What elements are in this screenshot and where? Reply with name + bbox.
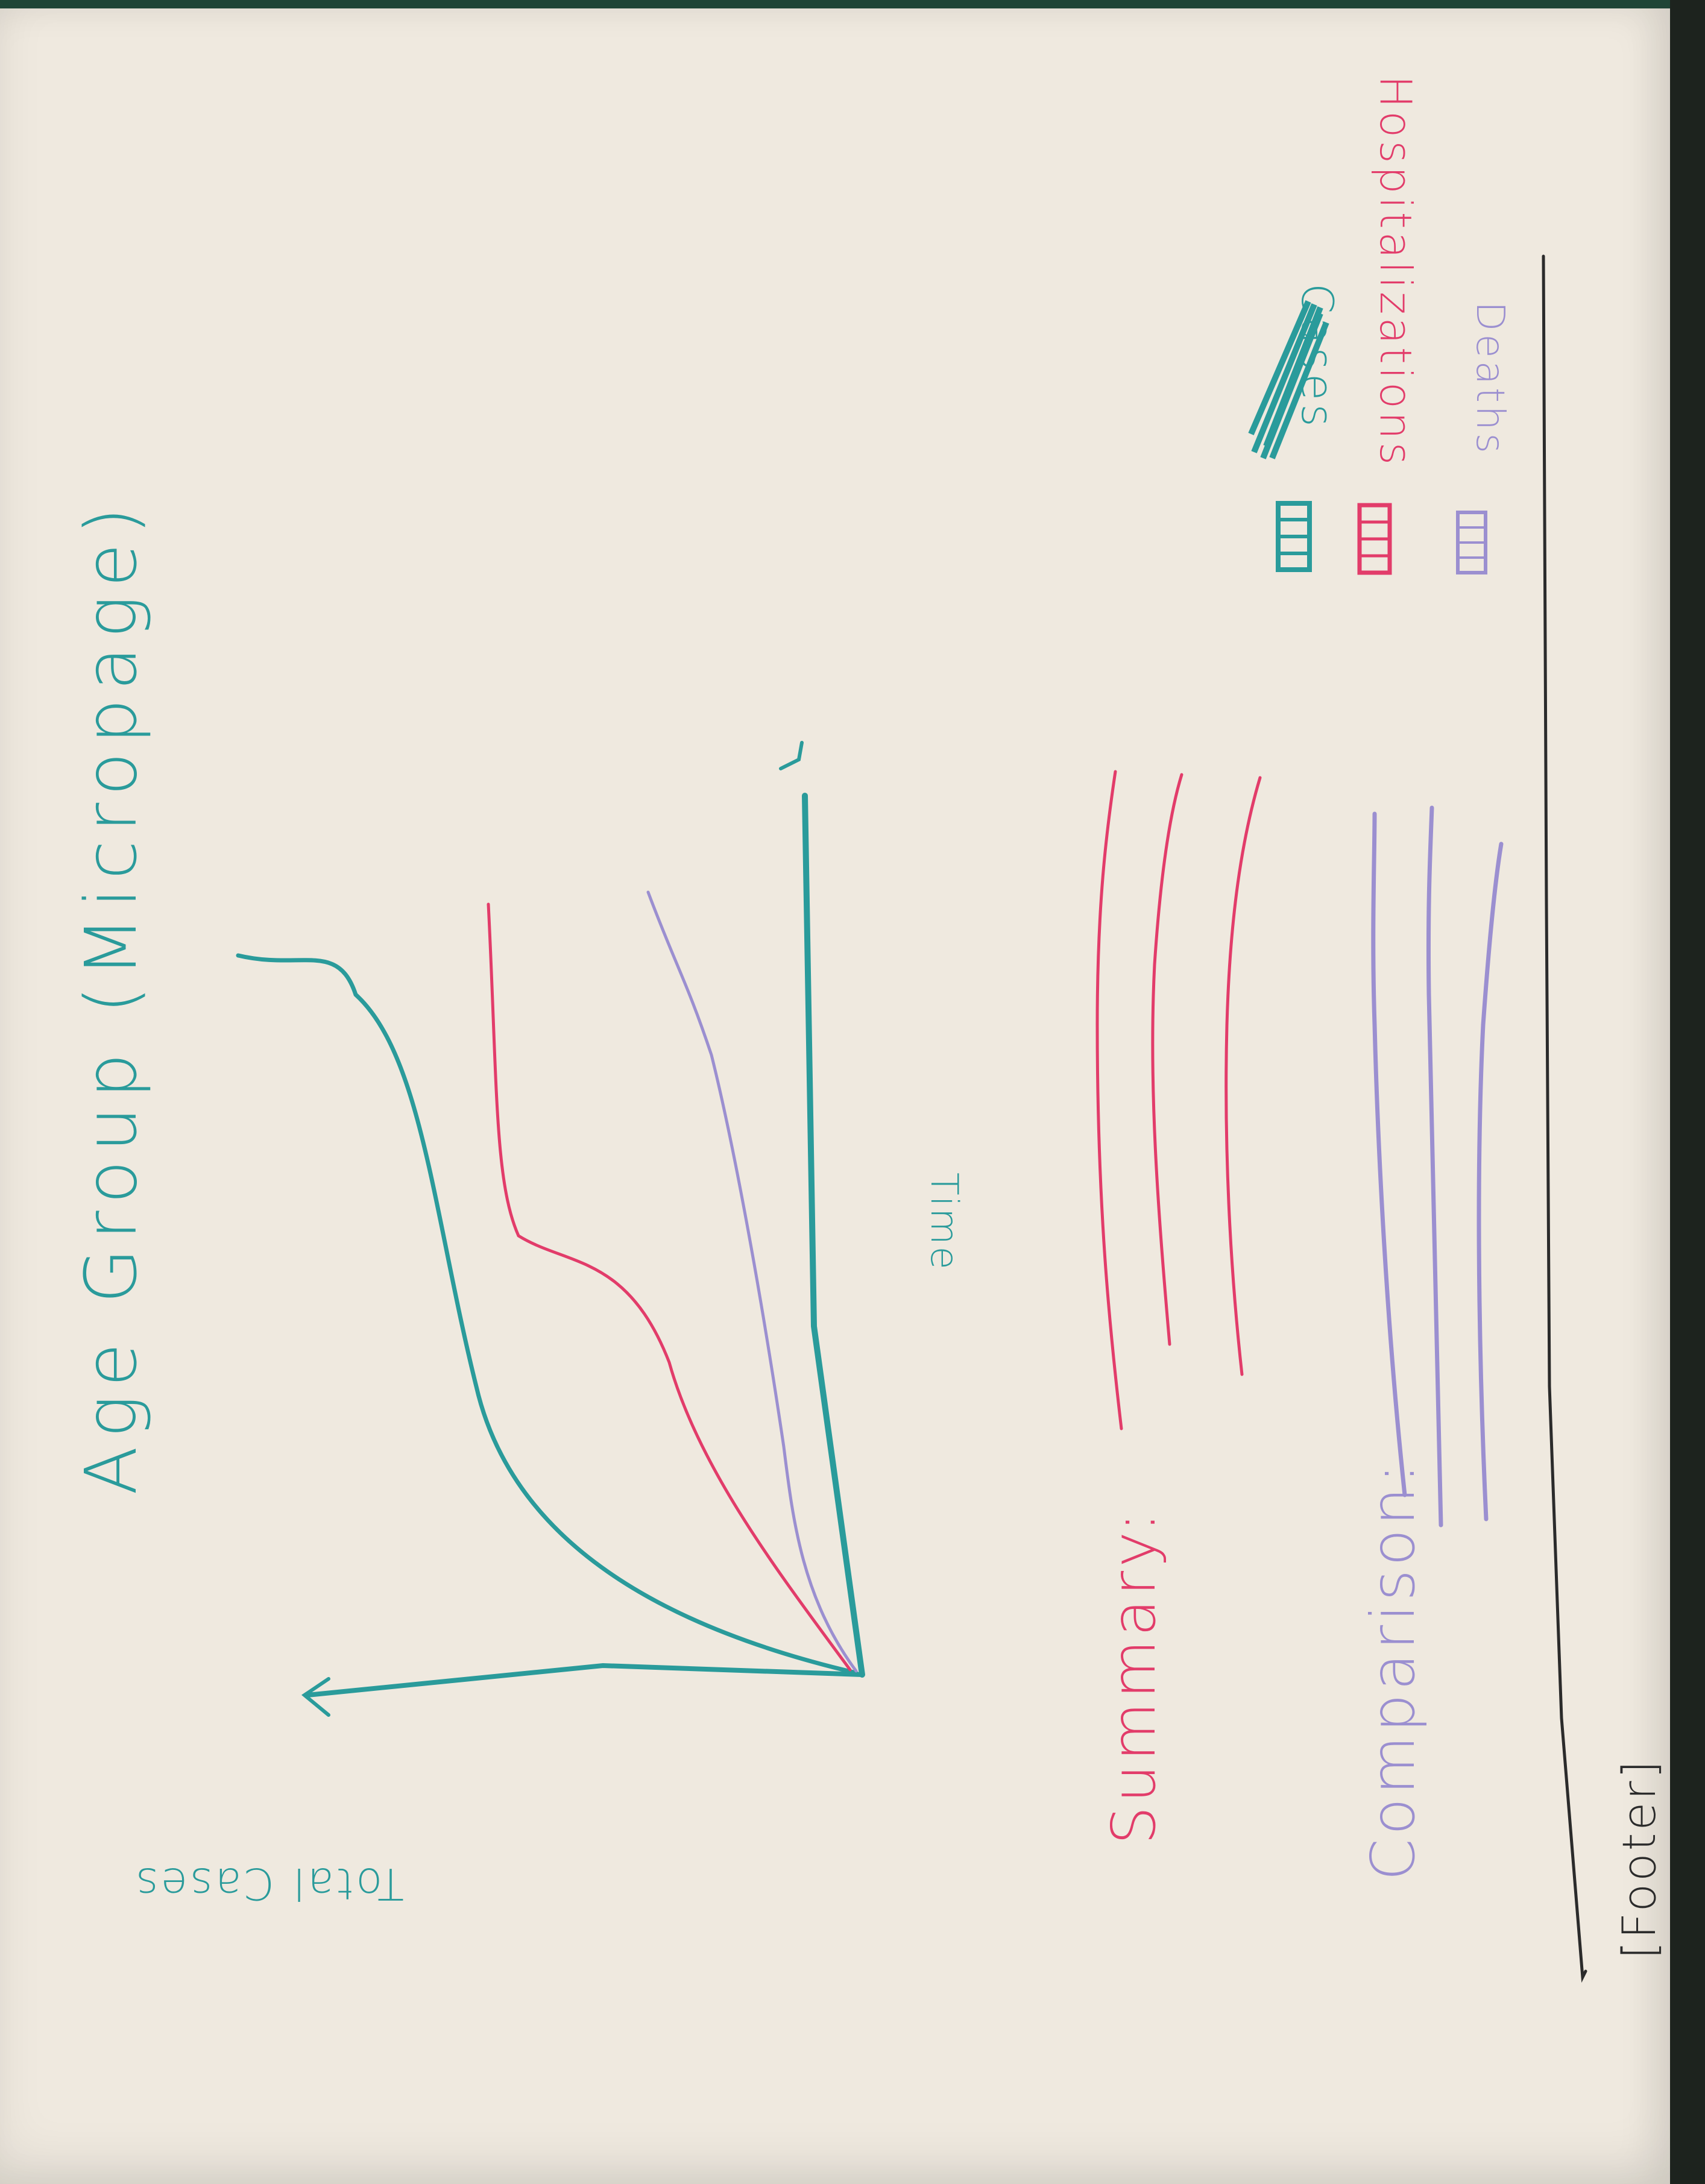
legend: Cases Hospitalizations Deaths — [1248, 75, 1512, 575]
paper-sheet — [0, 8, 1670, 2184]
deaths-swatch-icon — [1456, 511, 1487, 574]
footer-divider — [1542, 254, 1587, 1983]
chart-y-axis-label: Total Cases — [133, 1858, 404, 1909]
summary-label: Summary: — [1098, 1508, 1169, 1845]
page-title: Age Group (Micropage) — [69, 499, 153, 1495]
summary-text-placeholder-line — [1151, 773, 1183, 1346]
chart-x-axis — [802, 793, 865, 1678]
legend-item-hospitalizations: Hospitalizations — [1357, 75, 1421, 575]
background-edge — [1670, 0, 1705, 2184]
legend-item-deaths: Deaths — [1456, 301, 1512, 574]
hospitalizations-swatch-icon — [1357, 503, 1392, 575]
footer-placeholder: [Footer] — [1612, 1758, 1666, 1959]
series-line-deaths — [646, 890, 858, 1673]
summary-text-placeholder-line — [1095, 770, 1123, 1430]
summary-text-placeholder-line — [1224, 776, 1262, 1376]
comparison-text-placeholder-line — [1426, 805, 1443, 1528]
series-line-hospitalizations — [487, 902, 852, 1672]
comparison-text-placeholder-line — [1371, 811, 1407, 1497]
series-line-cases — [236, 953, 859, 1675]
y-axis-arrowhead-icon — [301, 1677, 330, 1717]
comparison-section: Comparison: — [1358, 805, 1504, 1881]
chart-x-axis-label: Time — [922, 1172, 966, 1271]
cases-scribble-icon — [1248, 300, 1329, 459]
legend-label: Cases — [1292, 283, 1343, 430]
line-chart-sketch: Total Cases Time — [133, 741, 966, 1909]
legend-label: Hospitalizations — [1370, 75, 1421, 468]
comparison-label: Comparison: — [1358, 1460, 1428, 1881]
legend-label: Deaths — [1467, 301, 1512, 456]
x-axis-arrowhead-icon — [779, 741, 804, 770]
cases-swatch-icon — [1276, 501, 1312, 572]
summary-section: Summary: — [1095, 770, 1262, 1845]
chart-y-axis — [305, 1663, 865, 1698]
legend-item-cases: Cases — [1248, 283, 1343, 572]
comparison-text-placeholder-line — [1477, 842, 1504, 1522]
